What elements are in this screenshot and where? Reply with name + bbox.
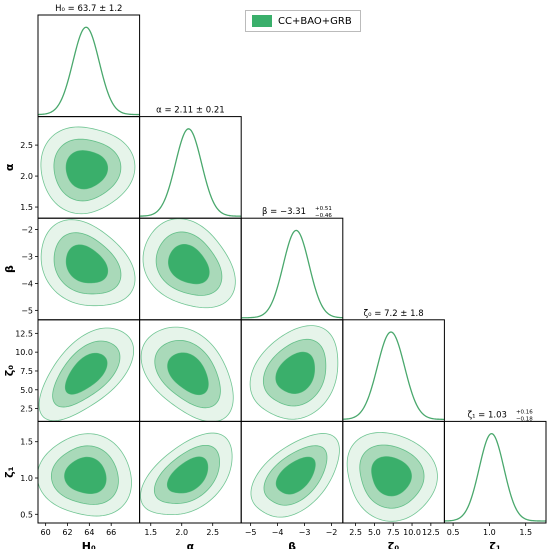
panel-frame (139, 116, 242, 219)
contour-zeta0-alpha-68% (167, 352, 209, 396)
xtick-label-H0: 62 (62, 528, 72, 537)
xtick-label-zeta1: 1.5 (519, 528, 532, 537)
panel-frame (443, 420, 547, 524)
contour-alpha-H0-68% (65, 150, 109, 190)
title-beta: β = −3.31 (262, 207, 306, 217)
xtick-label-beta: −5 (245, 528, 257, 537)
ylabel-zeta0: ζ₀ (3, 365, 16, 376)
ytick-label-zeta1: 0.5 (20, 510, 33, 519)
contour-zeta1-H0-68% (64, 456, 107, 495)
contour-beta-alpha-68% (168, 244, 210, 285)
xtick-label-beta: −3 (299, 528, 311, 537)
panel-zeta1-alpha (139, 420, 242, 524)
marginal-zeta1 (444, 432, 546, 522)
title-beta-minus: −0.46 (315, 213, 332, 219)
xtick-label-alpha: 2.0 (175, 528, 188, 537)
xtick-label-H0: 64 (84, 528, 94, 537)
panel-frame (240, 217, 344, 321)
xtick-label-alpha: 1.5 (144, 528, 157, 537)
xlabel-alpha: α (187, 540, 195, 549)
xtick-label-zeta0: 7.5 (387, 528, 400, 537)
marginal-H0 (38, 26, 140, 116)
title-zeta1-plus: +0.16 (516, 409, 533, 415)
marginal-alpha (139, 128, 242, 217)
title-zeta0: ζ₀ = 7.2 ± 1.8 (364, 309, 424, 319)
panel-zeta0-H0 (37, 319, 141, 422)
xlabel-beta: β (288, 540, 296, 549)
xtick-label-H0: 66 (106, 528, 116, 537)
panel-beta-alpha (139, 217, 242, 321)
panel-zeta1-zeta0 (342, 420, 445, 524)
contour-zeta1-beta-68% (275, 456, 316, 495)
xlabel-zeta1: ζ₁ (490, 540, 501, 549)
ytick-label-zeta1: 1.5 (20, 438, 33, 447)
legend: CC+BAO+GRB (245, 10, 361, 32)
panel-beta-H0 (37, 217, 141, 321)
xlabel-H0: H₀ (82, 540, 96, 549)
panel-zeta0-alpha (139, 319, 242, 422)
title-H0: H₀ = 63.7 ± 1.2 (55, 4, 122, 14)
ytick-label-alpha: 2.5 (20, 141, 33, 150)
title-alpha: α = 2.11 ± 0.21 (156, 106, 225, 116)
xtick-label-zeta0: 2.5 (349, 528, 362, 537)
ytick-label-zeta0: 7.5 (20, 367, 33, 376)
title-zeta1: ζ₁ = 1.03 (467, 410, 506, 420)
xlabel-zeta0: ζ₀ (388, 540, 399, 549)
xtick-label-zeta0: 10.0 (403, 528, 421, 537)
ytick-label-zeta0: 2.5 (20, 405, 33, 414)
xtick-label-beta: −4 (272, 528, 284, 537)
ytick-label-beta: −2 (21, 226, 33, 235)
panel-zeta1-H0 (37, 420, 141, 524)
ylabel-alpha: α (3, 163, 16, 171)
xtick-label-zeta1: 0.5 (447, 528, 460, 537)
marginal-zeta0 (342, 331, 445, 421)
panel-H0-H0 (37, 14, 141, 118)
contour-beta-H0-68% (65, 244, 109, 284)
panel-alpha-H0 (37, 116, 141, 219)
ytick-label-zeta0: 12.5 (15, 329, 33, 338)
legend-label: CC+BAO+GRB (278, 15, 352, 27)
contour-zeta1-alpha-68% (166, 456, 209, 494)
panel-zeta1-zeta1 (443, 420, 547, 524)
ytick-label-zeta0: 5.0 (20, 386, 33, 395)
panel-beta-beta (240, 217, 344, 321)
ytick-label-beta: −4 (21, 279, 33, 288)
ytick-label-beta: −5 (21, 306, 33, 315)
ylabel-zeta1: ζ₁ (3, 466, 16, 477)
marginal-beta (241, 229, 343, 319)
ylabel-beta: β (3, 265, 16, 273)
panel-zeta1-beta (240, 420, 344, 524)
title-beta-plus: +0.51 (315, 206, 332, 212)
ytick-label-alpha: 2.0 (20, 172, 33, 181)
contour-zeta1-zeta0-68% (371, 456, 412, 497)
panel-zeta0-beta (240, 319, 344, 422)
panel-frame (342, 319, 445, 422)
panel-zeta0-zeta0 (342, 319, 445, 422)
ytick-label-zeta1: 1.0 (20, 474, 33, 483)
legend-swatch (252, 15, 272, 27)
ytick-label-zeta0: 10.0 (15, 348, 33, 357)
contour-zeta0-H0-68% (64, 352, 108, 395)
ytick-label-alpha: 1.5 (20, 203, 33, 212)
xtick-label-zeta1: 1.0 (483, 528, 496, 537)
xtick-label-alpha: 2.5 (206, 528, 219, 537)
title-zeta1-minus: −0.18 (516, 416, 533, 422)
xtick-label-zeta0: 5.0 (368, 528, 381, 537)
xtick-label-zeta0: 12.5 (422, 528, 440, 537)
contour-zeta0-beta-68% (275, 351, 315, 394)
ytick-label-beta: −3 (21, 252, 33, 261)
panel-alpha-alpha (139, 116, 242, 219)
xtick-label-beta: −2 (326, 528, 338, 537)
xtick-label-H0: 60 (41, 528, 51, 537)
